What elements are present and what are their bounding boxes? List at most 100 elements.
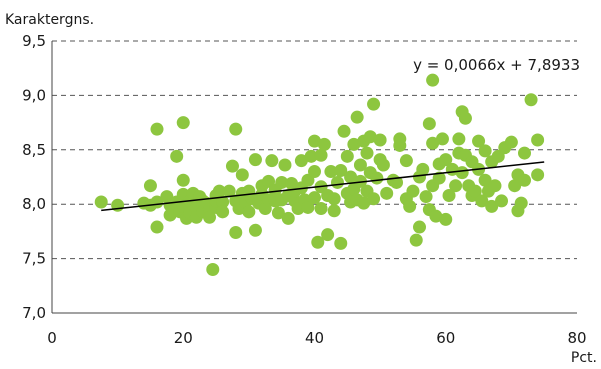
data-point xyxy=(216,195,230,209)
data-point xyxy=(367,97,381,111)
data-point xyxy=(353,158,367,172)
data-point xyxy=(370,171,384,185)
data-point xyxy=(406,184,420,198)
data-point xyxy=(367,192,381,206)
data-point xyxy=(324,165,338,179)
data-point xyxy=(225,159,239,173)
data-point xyxy=(504,135,518,149)
data-point xyxy=(229,225,243,239)
data-point xyxy=(458,111,472,125)
data-point xyxy=(337,124,351,138)
x-tick-label: 0 xyxy=(47,329,57,347)
data-point xyxy=(350,110,364,124)
data-point xyxy=(248,223,262,237)
data-point xyxy=(524,93,538,107)
data-point xyxy=(203,210,216,224)
data-point xyxy=(478,173,492,187)
data-point xyxy=(413,220,426,234)
data-point xyxy=(265,154,279,168)
data-point xyxy=(212,184,226,198)
data-point xyxy=(426,136,440,150)
data-point xyxy=(376,158,390,172)
data-point xyxy=(222,184,236,198)
axes xyxy=(51,41,577,314)
data-point xyxy=(281,211,295,225)
y-tick-label: 8,0 xyxy=(22,195,46,213)
data-point xyxy=(478,144,492,158)
data-point xyxy=(311,235,325,249)
data-point xyxy=(419,190,433,204)
data-point xyxy=(344,170,358,184)
data-point xyxy=(409,233,423,247)
data-point xyxy=(531,168,545,182)
data-point xyxy=(468,184,482,198)
data-point xyxy=(360,146,374,160)
data-point xyxy=(363,130,377,144)
data-point xyxy=(435,132,449,146)
data-point xyxy=(429,209,443,223)
labels: 7,0 7,5 8,0 8,5 9,0 9,5 0 20 40 60 80 xyxy=(22,32,586,347)
data-point xyxy=(485,199,499,213)
data-point xyxy=(403,199,417,213)
data-point xyxy=(422,117,436,131)
data-point xyxy=(472,134,486,148)
data-point xyxy=(508,179,522,193)
data-point xyxy=(439,153,453,167)
data-point xyxy=(531,133,545,147)
data-point xyxy=(314,148,328,162)
data-point xyxy=(317,137,331,151)
y-axis-title: Karaktergns. xyxy=(5,12,94,28)
data-point xyxy=(357,196,371,210)
data-point xyxy=(334,236,348,250)
data-point xyxy=(399,154,413,168)
y-tick-label: 7,5 xyxy=(22,250,46,268)
y-tick-label: 7,0 xyxy=(22,304,46,322)
data-point xyxy=(455,166,469,180)
data-point xyxy=(426,73,440,87)
data-point xyxy=(308,134,321,148)
data-point xyxy=(393,132,407,146)
y-tick-label: 8,5 xyxy=(22,141,46,159)
data-point xyxy=(330,175,344,189)
x-axis-title: Pct. xyxy=(571,350,597,366)
data-point xyxy=(176,116,190,130)
y-tick-label: 9,5 xyxy=(22,32,46,50)
trendline xyxy=(101,161,545,212)
data-point xyxy=(334,163,348,177)
data-point xyxy=(514,196,528,210)
data-point xyxy=(216,205,230,219)
data-point xyxy=(432,171,446,185)
y-tick-label: 9,0 xyxy=(22,86,46,104)
data-point xyxy=(163,208,177,222)
data-point xyxy=(327,192,341,206)
data-point xyxy=(347,137,361,151)
data-point xyxy=(143,179,157,193)
data-point xyxy=(340,149,354,163)
data-point xyxy=(304,149,318,163)
data-point xyxy=(150,220,164,234)
data-point xyxy=(275,175,289,189)
data-point xyxy=(308,165,321,179)
data-point xyxy=(327,204,341,218)
x-tick-label: 60 xyxy=(436,329,455,347)
data-point xyxy=(380,186,394,200)
data-point xyxy=(475,194,489,208)
x-tick-label: 20 xyxy=(174,329,193,347)
data-point xyxy=(170,149,184,163)
data-point xyxy=(321,228,335,242)
data-point xyxy=(518,173,531,187)
data-point xyxy=(229,122,243,136)
data-points xyxy=(94,73,545,276)
data-point xyxy=(314,202,328,216)
x-tick-label: 40 xyxy=(305,329,324,347)
data-point xyxy=(308,191,321,205)
data-point xyxy=(452,132,466,146)
data-point xyxy=(150,122,164,136)
data-point xyxy=(294,154,308,168)
data-point xyxy=(449,179,463,193)
data-point xyxy=(176,173,190,187)
data-point xyxy=(278,158,292,172)
data-point xyxy=(488,179,502,193)
data-point xyxy=(248,153,262,167)
trendline-equation: y = 0,0066x + 7,8933 xyxy=(413,56,580,74)
